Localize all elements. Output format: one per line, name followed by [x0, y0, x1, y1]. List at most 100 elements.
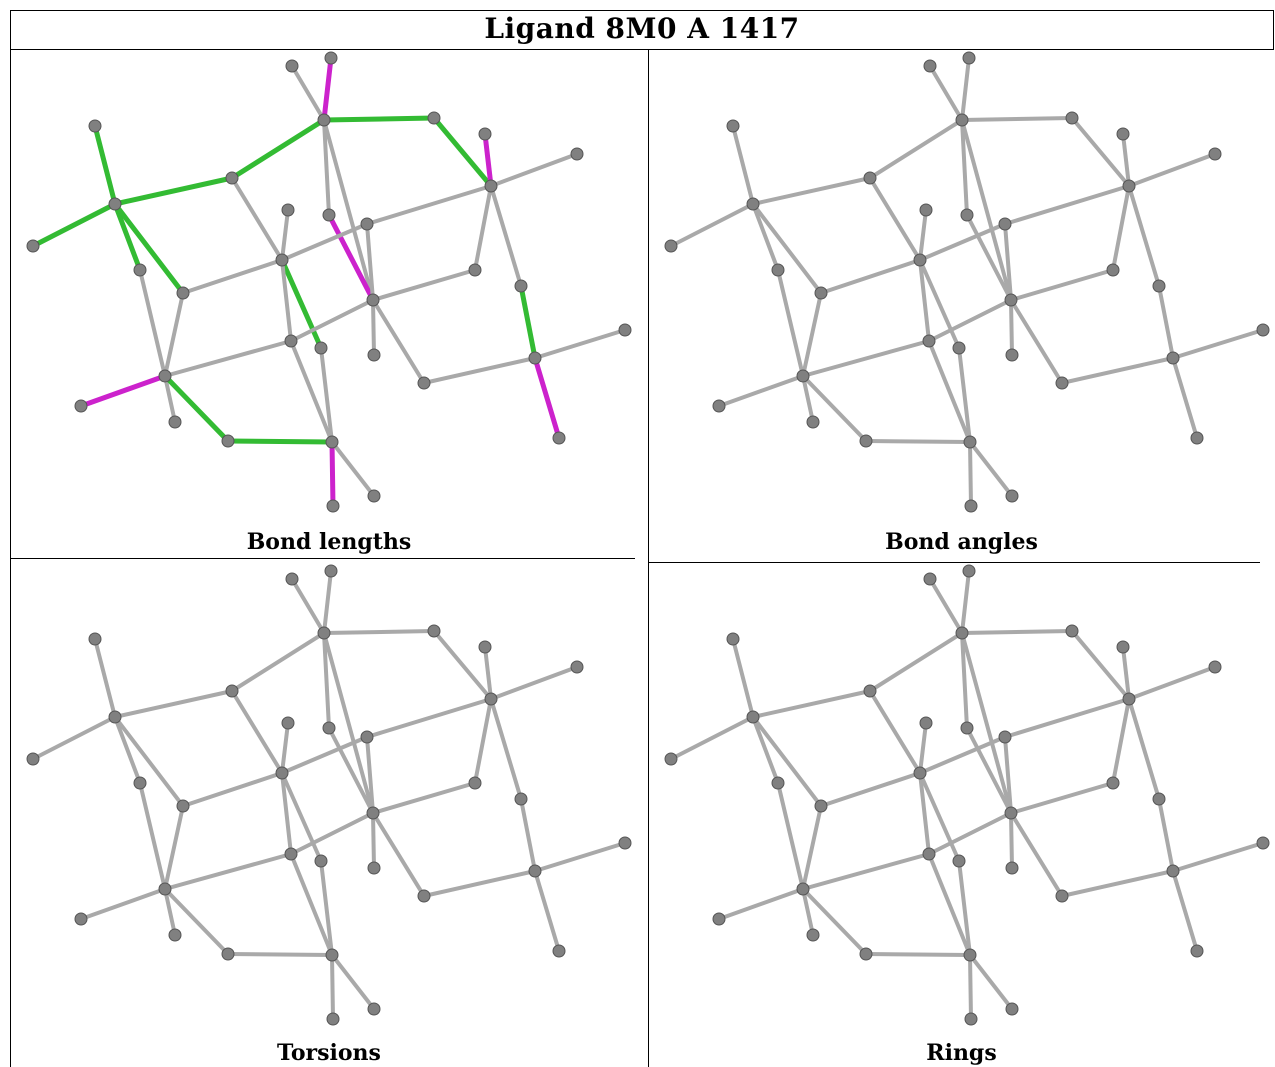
bond: [112, 201, 143, 273]
atom: [771, 263, 785, 277]
atom: [1166, 864, 1180, 878]
bond: [280, 735, 369, 775]
bond: [1009, 811, 1014, 870]
bond: [163, 852, 293, 891]
bond: [1171, 328, 1265, 360]
bond: [751, 715, 823, 808]
atom: [806, 928, 820, 942]
atom: [960, 721, 974, 735]
bond: [801, 374, 868, 443]
bond: [1003, 222, 1013, 302]
bond: [280, 222, 369, 262]
atom: [367, 348, 381, 362]
atom: [963, 948, 977, 962]
atom: [618, 836, 632, 850]
bond: [1127, 152, 1217, 188]
bond: [1009, 268, 1115, 302]
bond: [483, 645, 493, 701]
bond: [960, 631, 969, 730]
bond: [801, 339, 931, 378]
atom: [1055, 889, 1069, 903]
panel-bond-lengths: [11, 50, 647, 558]
bond: [138, 781, 167, 891]
atom: [746, 197, 760, 211]
bond: [1003, 697, 1131, 739]
bond: [422, 869, 537, 898]
bond: [431, 115, 494, 189]
bond: [801, 887, 868, 956]
atom: [664, 239, 678, 253]
bond: [162, 373, 231, 444]
atom: [281, 716, 295, 730]
atom: [366, 293, 380, 307]
bond: [533, 869, 561, 953]
bond: [112, 175, 235, 207]
atom: [998, 217, 1012, 231]
bond: [918, 771, 931, 856]
atom: [133, 776, 147, 790]
atom: [919, 716, 933, 730]
bond: [928, 577, 964, 635]
bond: [422, 356, 537, 385]
bond: [329, 439, 336, 509]
bond: [1157, 797, 1175, 873]
atom: [325, 948, 339, 962]
bond: [322, 631, 375, 815]
bond: [319, 859, 334, 957]
bond: [371, 811, 376, 870]
bond: [927, 339, 972, 444]
bond: [93, 637, 117, 719]
bond: [322, 118, 331, 217]
bond: [322, 569, 333, 635]
bond: [751, 689, 872, 719]
bond: [371, 781, 477, 815]
bond: [163, 804, 185, 891]
atom: [1065, 111, 1079, 125]
bond: [927, 811, 1013, 856]
bond: [322, 631, 331, 730]
atom: [133, 263, 147, 277]
bond: [322, 118, 375, 302]
atom: [284, 334, 298, 348]
atom: [923, 59, 937, 73]
atom: [74, 399, 88, 413]
bond: [918, 208, 928, 262]
atom: [176, 286, 190, 300]
bond: [78, 373, 168, 409]
bond: [1121, 645, 1131, 701]
atom: [314, 341, 328, 355]
atom: [859, 434, 873, 448]
bond: [163, 339, 293, 378]
bond: [1060, 869, 1175, 898]
bond: [330, 953, 335, 1021]
bond: [960, 629, 1074, 635]
atom: [427, 624, 441, 638]
bond: [289, 852, 334, 957]
atom: [367, 1002, 381, 1016]
atom: [1005, 489, 1019, 503]
atom: [285, 572, 299, 586]
atom: [998, 730, 1012, 744]
atom: [427, 111, 441, 125]
atom: [952, 854, 966, 868]
atom: [570, 660, 584, 674]
atom: [1004, 806, 1018, 820]
bond: [965, 213, 1013, 302]
bond: [1009, 298, 1014, 357]
atom: [1122, 179, 1136, 193]
bond: [279, 257, 324, 351]
atom: [913, 253, 927, 267]
atom: [1256, 323, 1270, 337]
bond: [489, 184, 523, 288]
atom: [955, 626, 969, 640]
atom: [484, 179, 498, 193]
bond: [92, 123, 118, 207]
bond: [280, 721, 290, 775]
atom: [963, 435, 977, 449]
atom: [1116, 127, 1130, 141]
bond: [1127, 697, 1161, 801]
atom: [962, 564, 976, 578]
bond: [717, 887, 805, 921]
atom: [1256, 836, 1270, 850]
bond: [868, 176, 922, 262]
